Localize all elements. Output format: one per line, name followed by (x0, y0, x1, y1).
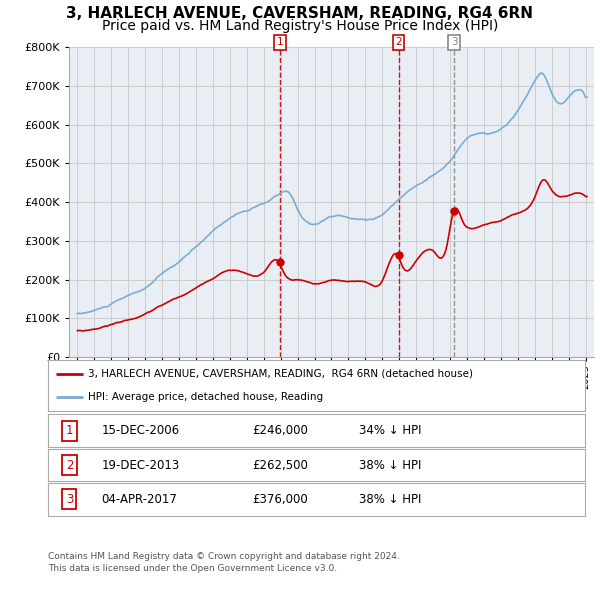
Text: 15-DEC-2006: 15-DEC-2006 (102, 424, 180, 437)
Text: 1: 1 (277, 37, 283, 47)
Text: Contains HM Land Registry data © Crown copyright and database right 2024.
This d: Contains HM Land Registry data © Crown c… (48, 552, 400, 573)
Text: 38% ↓ HPI: 38% ↓ HPI (359, 458, 422, 471)
Text: 3, HARLECH AVENUE, CAVERSHAM, READING, RG4 6RN: 3, HARLECH AVENUE, CAVERSHAM, READING, R… (67, 6, 533, 21)
Text: Price paid vs. HM Land Registry's House Price Index (HPI): Price paid vs. HM Land Registry's House … (102, 19, 498, 34)
Text: HPI: Average price, detached house, Reading: HPI: Average price, detached house, Read… (88, 392, 323, 402)
Text: £246,000: £246,000 (252, 424, 308, 437)
Text: 3: 3 (451, 37, 458, 47)
Text: £376,000: £376,000 (252, 493, 308, 506)
Text: 38% ↓ HPI: 38% ↓ HPI (359, 493, 422, 506)
Text: 1: 1 (66, 424, 73, 437)
Text: 2: 2 (66, 458, 73, 471)
Text: 2: 2 (395, 37, 402, 47)
Text: 3, HARLECH AVENUE, CAVERSHAM, READING,  RG4 6RN (detached house): 3, HARLECH AVENUE, CAVERSHAM, READING, R… (88, 369, 473, 379)
Text: 04-APR-2017: 04-APR-2017 (102, 493, 178, 506)
Text: 3: 3 (66, 493, 73, 506)
Text: 34% ↓ HPI: 34% ↓ HPI (359, 424, 422, 437)
Text: £262,500: £262,500 (252, 458, 308, 471)
Text: 19-DEC-2013: 19-DEC-2013 (102, 458, 180, 471)
